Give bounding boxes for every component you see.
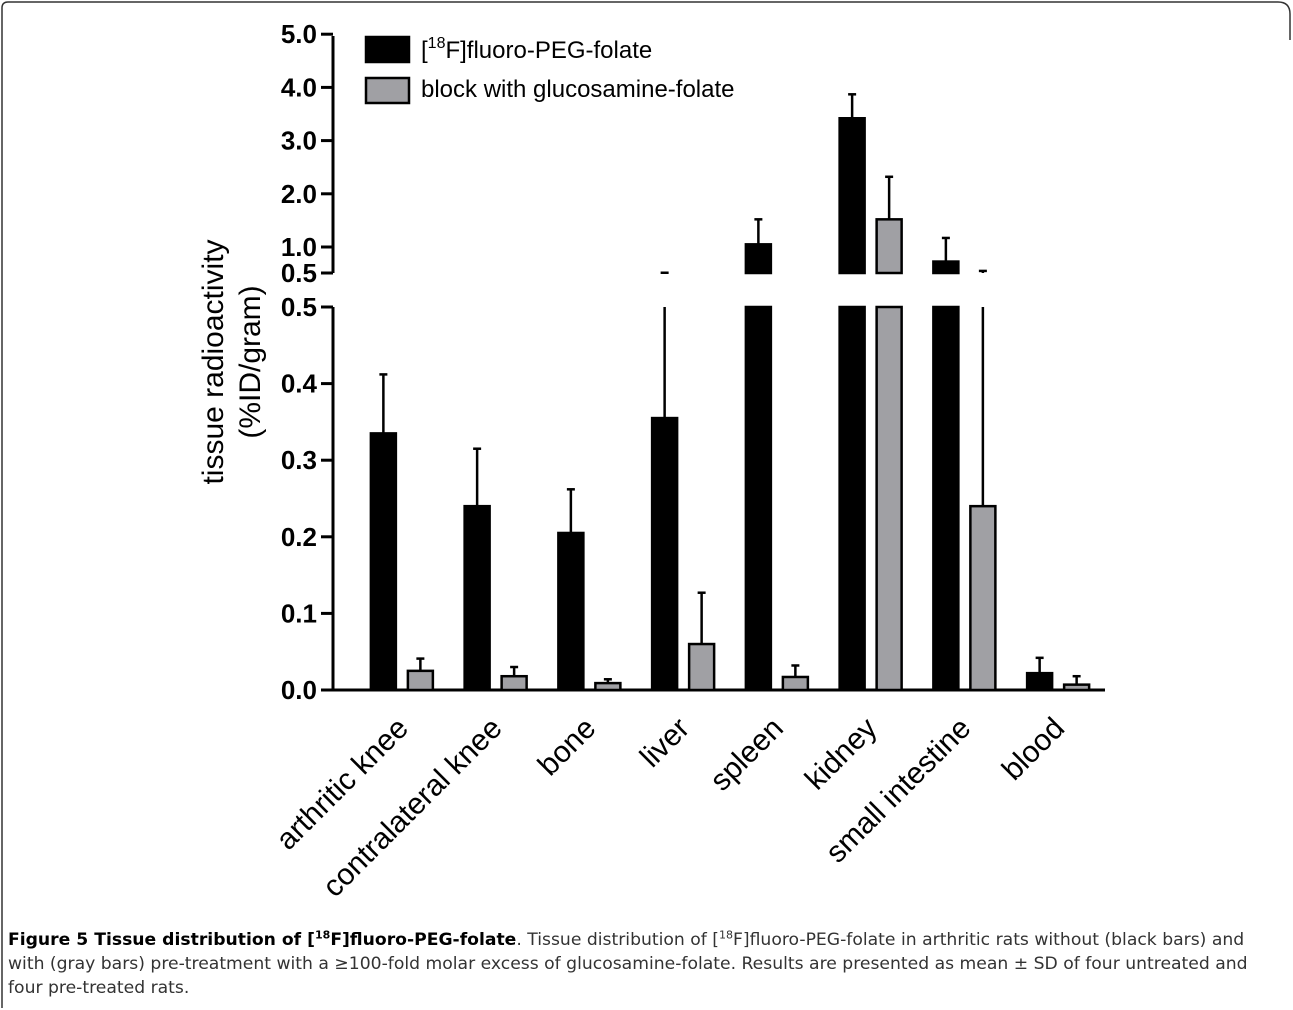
bar-fluoro — [1025, 671, 1054, 692]
bar-chart: 0.00.10.20.30.40.50.51.02.03.04.05.0 art… — [197, 19, 1105, 904]
caption-title: Figure 5 Tissue distribution of [18F]flu… — [8, 928, 517, 950]
y-axis-label-line2: (%ID/gram) — [234, 285, 267, 438]
y-tick-label: 2.0 — [281, 179, 317, 209]
y-tick-label: 4.0 — [281, 72, 317, 102]
y-axis-label-line1: tissue radioactivity — [197, 239, 230, 484]
category-label: liver — [634, 712, 696, 774]
legend-label-block: block with glucosamine-folate — [421, 76, 735, 103]
y-tick-label: 1.0 — [281, 232, 317, 262]
bar-block — [594, 681, 622, 692]
bar-block — [969, 504, 997, 692]
y-tick-label: 0.3 — [281, 445, 317, 475]
category-label: contralateral knee — [317, 712, 509, 904]
bar-fluoro-lower — [838, 305, 866, 692]
bar-fluoro — [650, 416, 679, 692]
bar-block — [687, 642, 716, 692]
legend-label-fluoro-peg-folate: [18F]fluoro-PEG-folate — [421, 35, 652, 64]
bar-block — [1062, 683, 1091, 692]
y-tick-label: 0.1 — [281, 598, 317, 628]
y-tick-label: 5.0 — [281, 19, 317, 49]
legend-swatch-gray — [364, 76, 411, 105]
caption-body: . Tissue distribution of [18F]fluoro-PEG… — [8, 928, 1248, 998]
y-tick-labels: 0.00.10.20.30.40.50.51.02.03.04.05.0 — [281, 19, 318, 705]
legend-swatch-black — [364, 35, 411, 64]
bar-fluoro — [369, 432, 398, 692]
bar-block-upper — [875, 218, 903, 275]
bar-block — [406, 669, 435, 692]
y-tick-label: 0.5 — [281, 292, 317, 322]
bar-fluoro — [463, 504, 491, 692]
bar-fluoro-lower — [744, 305, 773, 692]
category-label: kidney — [799, 712, 884, 797]
bar-fluoro — [557, 531, 585, 692]
bar-block — [500, 674, 528, 692]
bar-fluoro-upper — [838, 117, 866, 275]
y-tick-label: 3.0 — [281, 126, 317, 156]
bars-layer — [369, 93, 1091, 692]
bar-fluoro-upper — [744, 243, 773, 275]
bar-fluoro-lower — [932, 305, 960, 692]
bar-block-lower — [875, 305, 903, 692]
bar-fluoro-upper — [932, 260, 960, 275]
figure-caption: Figure 5 Tissue distribution of [18F]flu… — [8, 928, 1280, 1000]
y-tick-label: 0.2 — [281, 522, 317, 552]
y-tick-label: 0.5 — [281, 258, 317, 288]
category-label: blood — [996, 712, 1071, 787]
bar-block — [781, 675, 810, 692]
legend: [18F]fluoro-PEG-folate block with glucos… — [364, 35, 735, 105]
y-tick-label: 0.4 — [281, 369, 318, 399]
category-label: spleen — [704, 712, 790, 798]
category-label: bone — [532, 712, 603, 783]
y-tick-label: 0.0 — [281, 675, 317, 705]
